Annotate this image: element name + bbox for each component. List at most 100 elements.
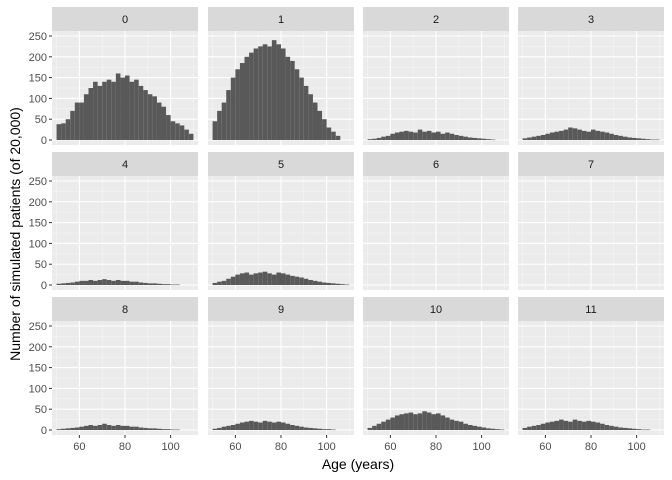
histogram-bar [645,139,651,141]
histogram-bar [449,419,455,431]
histogram-bar [156,102,162,141]
histogram-bar [281,48,286,141]
y-tick-label: 250 [29,321,47,333]
histogram-bar [166,284,171,286]
histogram-bar [161,284,167,286]
histogram-bar [267,273,272,286]
histogram-bar [394,415,400,431]
histogram-bar [79,280,84,286]
histogram-bar [440,133,446,141]
histogram-bar [390,133,395,141]
histogram-bar [581,421,587,431]
histogram-bar [294,425,300,431]
histogram-bar [271,422,277,431]
histogram-bar [74,102,80,141]
histogram-bar [97,85,103,141]
histogram-bar [426,130,432,141]
y-tick-label: 150 [29,73,47,85]
histogram-bar [545,422,550,431]
histogram-bar [527,137,532,141]
histogram-bar [281,422,286,431]
histogram-bar [604,132,610,141]
histogram-bar [138,85,144,141]
histogram-bar [413,414,418,431]
histogram-bar [170,284,176,286]
facet-strip-label: 1 [278,14,284,26]
histogram-bar [495,429,500,431]
histogram-bar [290,275,295,286]
facet-strip [363,152,509,176]
histogram-bar [609,425,614,431]
facet-strip [52,297,198,321]
y-tick-label: 200 [29,197,47,209]
histogram-bar [372,138,377,141]
histogram-bar [445,132,450,141]
x-tick-label: 100 [627,441,645,453]
histogram-bar [79,102,84,141]
histogram-bar [431,414,436,431]
y-tick-label: 50 [35,259,47,271]
histogram-bar [102,81,107,141]
histogram-bar [463,423,468,431]
histogram-bar [641,429,646,431]
histogram-bar [645,429,651,431]
histogram-bar [217,427,222,431]
histogram-bar [600,131,605,141]
histogram-bar [622,136,628,141]
y-tick-label: 0 [41,135,47,147]
histogram-bar [147,428,153,431]
histogram-bar [486,139,491,141]
y-tick-label: 100 [29,238,47,250]
histogram-bar [399,131,405,141]
histogram-bar [93,81,98,141]
histogram-bar [239,422,245,431]
histogram-bar [120,77,125,141]
histogram-bar [235,69,240,141]
histogram-bar [522,138,528,141]
histogram-bar [390,417,395,431]
histogram-bar [303,427,309,431]
histogram-bar [188,133,194,141]
histogram-bar [267,46,272,141]
histogram-bar [230,276,236,286]
histogram-bar [604,425,610,431]
histogram-bar [367,139,373,141]
histogram-bar [572,419,578,431]
histogram-bar [600,423,605,431]
histogram-bar [147,94,153,141]
y-tick-label: 50 [35,404,47,416]
histogram-bar [554,131,560,141]
histogram-bar [249,274,254,286]
histogram-bar [271,40,277,141]
histogram-bar [540,135,546,141]
histogram-bar [102,423,107,431]
histogram-bar [276,421,281,431]
histogram-bar [61,283,66,286]
facet-strip [52,7,198,31]
histogram-bar [152,283,157,286]
histogram-bar [125,75,130,141]
histogram-bar [527,426,532,431]
facet-panel-7: 7 [518,152,664,290]
y-tick-label: 250 [29,176,47,188]
histogram-bar [226,425,231,431]
histogram-bar [249,52,254,141]
histogram-bar [591,421,596,431]
histogram-bar [477,138,482,141]
histogram-bar [422,131,427,141]
histogram-bar [367,427,373,431]
histogram-bar [161,429,167,431]
histogram-bar [65,119,71,141]
histogram-bar [531,136,537,141]
histogram-bar [70,427,75,431]
histogram-bar [586,131,591,141]
histogram-bar [308,280,313,286]
histogram-bar [381,136,386,141]
histogram-bar [381,421,386,431]
histogram-bar [290,425,295,431]
histogram-bar [376,137,382,141]
histogram-bar [299,77,304,141]
histogram-bar [262,420,268,431]
histogram-bar [522,427,528,431]
histogram-bar [83,425,89,431]
